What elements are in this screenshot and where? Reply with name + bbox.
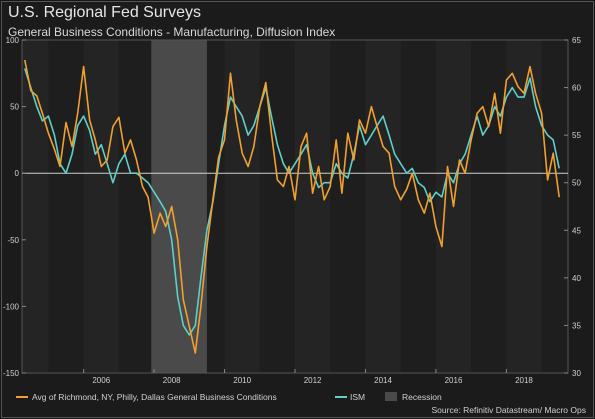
right-tick-label: 35 <box>572 321 581 330</box>
series-line-regional-avg <box>24 59 560 354</box>
year-band <box>224 40 260 373</box>
x-tick-label: 2008 <box>163 376 181 385</box>
x-tick-label: 2018 <box>515 376 533 385</box>
right-tick-label: 55 <box>572 131 581 140</box>
series-line-ism <box>24 68 560 336</box>
legend-label-recession: Recession <box>402 392 442 402</box>
right-tick-label: 45 <box>572 226 581 235</box>
source-note: Source: Refinitiv Datastream/ Macro Ops <box>432 405 586 415</box>
right-tick-label: 30 <box>572 369 581 378</box>
legend-label-series1: Avg of Richmond, NY, Philly, Dallas Gene… <box>32 392 277 402</box>
right-tick-label: 40 <box>572 274 581 283</box>
series-layer <box>24 59 560 354</box>
x-tick-label: 2006 <box>92 376 110 385</box>
x-tick-label: 2014 <box>374 376 392 385</box>
legend-label-ism: ISM <box>350 392 365 402</box>
left-tick-label: -50 <box>7 236 19 245</box>
left-tick-label: -150 <box>3 369 20 378</box>
left-tick-label: 0 <box>15 169 20 178</box>
right-tick-label: 65 <box>572 36 581 45</box>
legend: Avg of Richmond, NY, Philly, Dallas Gene… <box>16 392 442 402</box>
x-tick-label: 2012 <box>304 376 322 385</box>
recession-layer <box>22 40 542 373</box>
right-tick-label: 60 <box>572 84 581 93</box>
left-tick-label: -100 <box>3 302 20 311</box>
chart-subtitle: General Business Conditions - Manufactur… <box>8 25 336 39</box>
x-tick-label: 2016 <box>445 376 463 385</box>
year-band <box>83 40 119 373</box>
left-tick-label: 50 <box>10 103 19 112</box>
x-tick-label: 2010 <box>233 376 251 385</box>
year-band <box>295 40 331 373</box>
chart-title: U.S. Regional Fed Surveys <box>8 4 201 21</box>
recession-band <box>151 40 207 373</box>
right-tick-label: 50 <box>572 179 581 188</box>
year-band <box>22 40 49 373</box>
axes-layer: 100 50 0 -50 -100 -150 65 60 55 50 45 40 35 30 2006 200… <box>3 36 581 385</box>
left-tick-label: 100 <box>6 36 20 45</box>
legend-swatch-recession <box>385 392 397 401</box>
year-band <box>365 40 401 373</box>
